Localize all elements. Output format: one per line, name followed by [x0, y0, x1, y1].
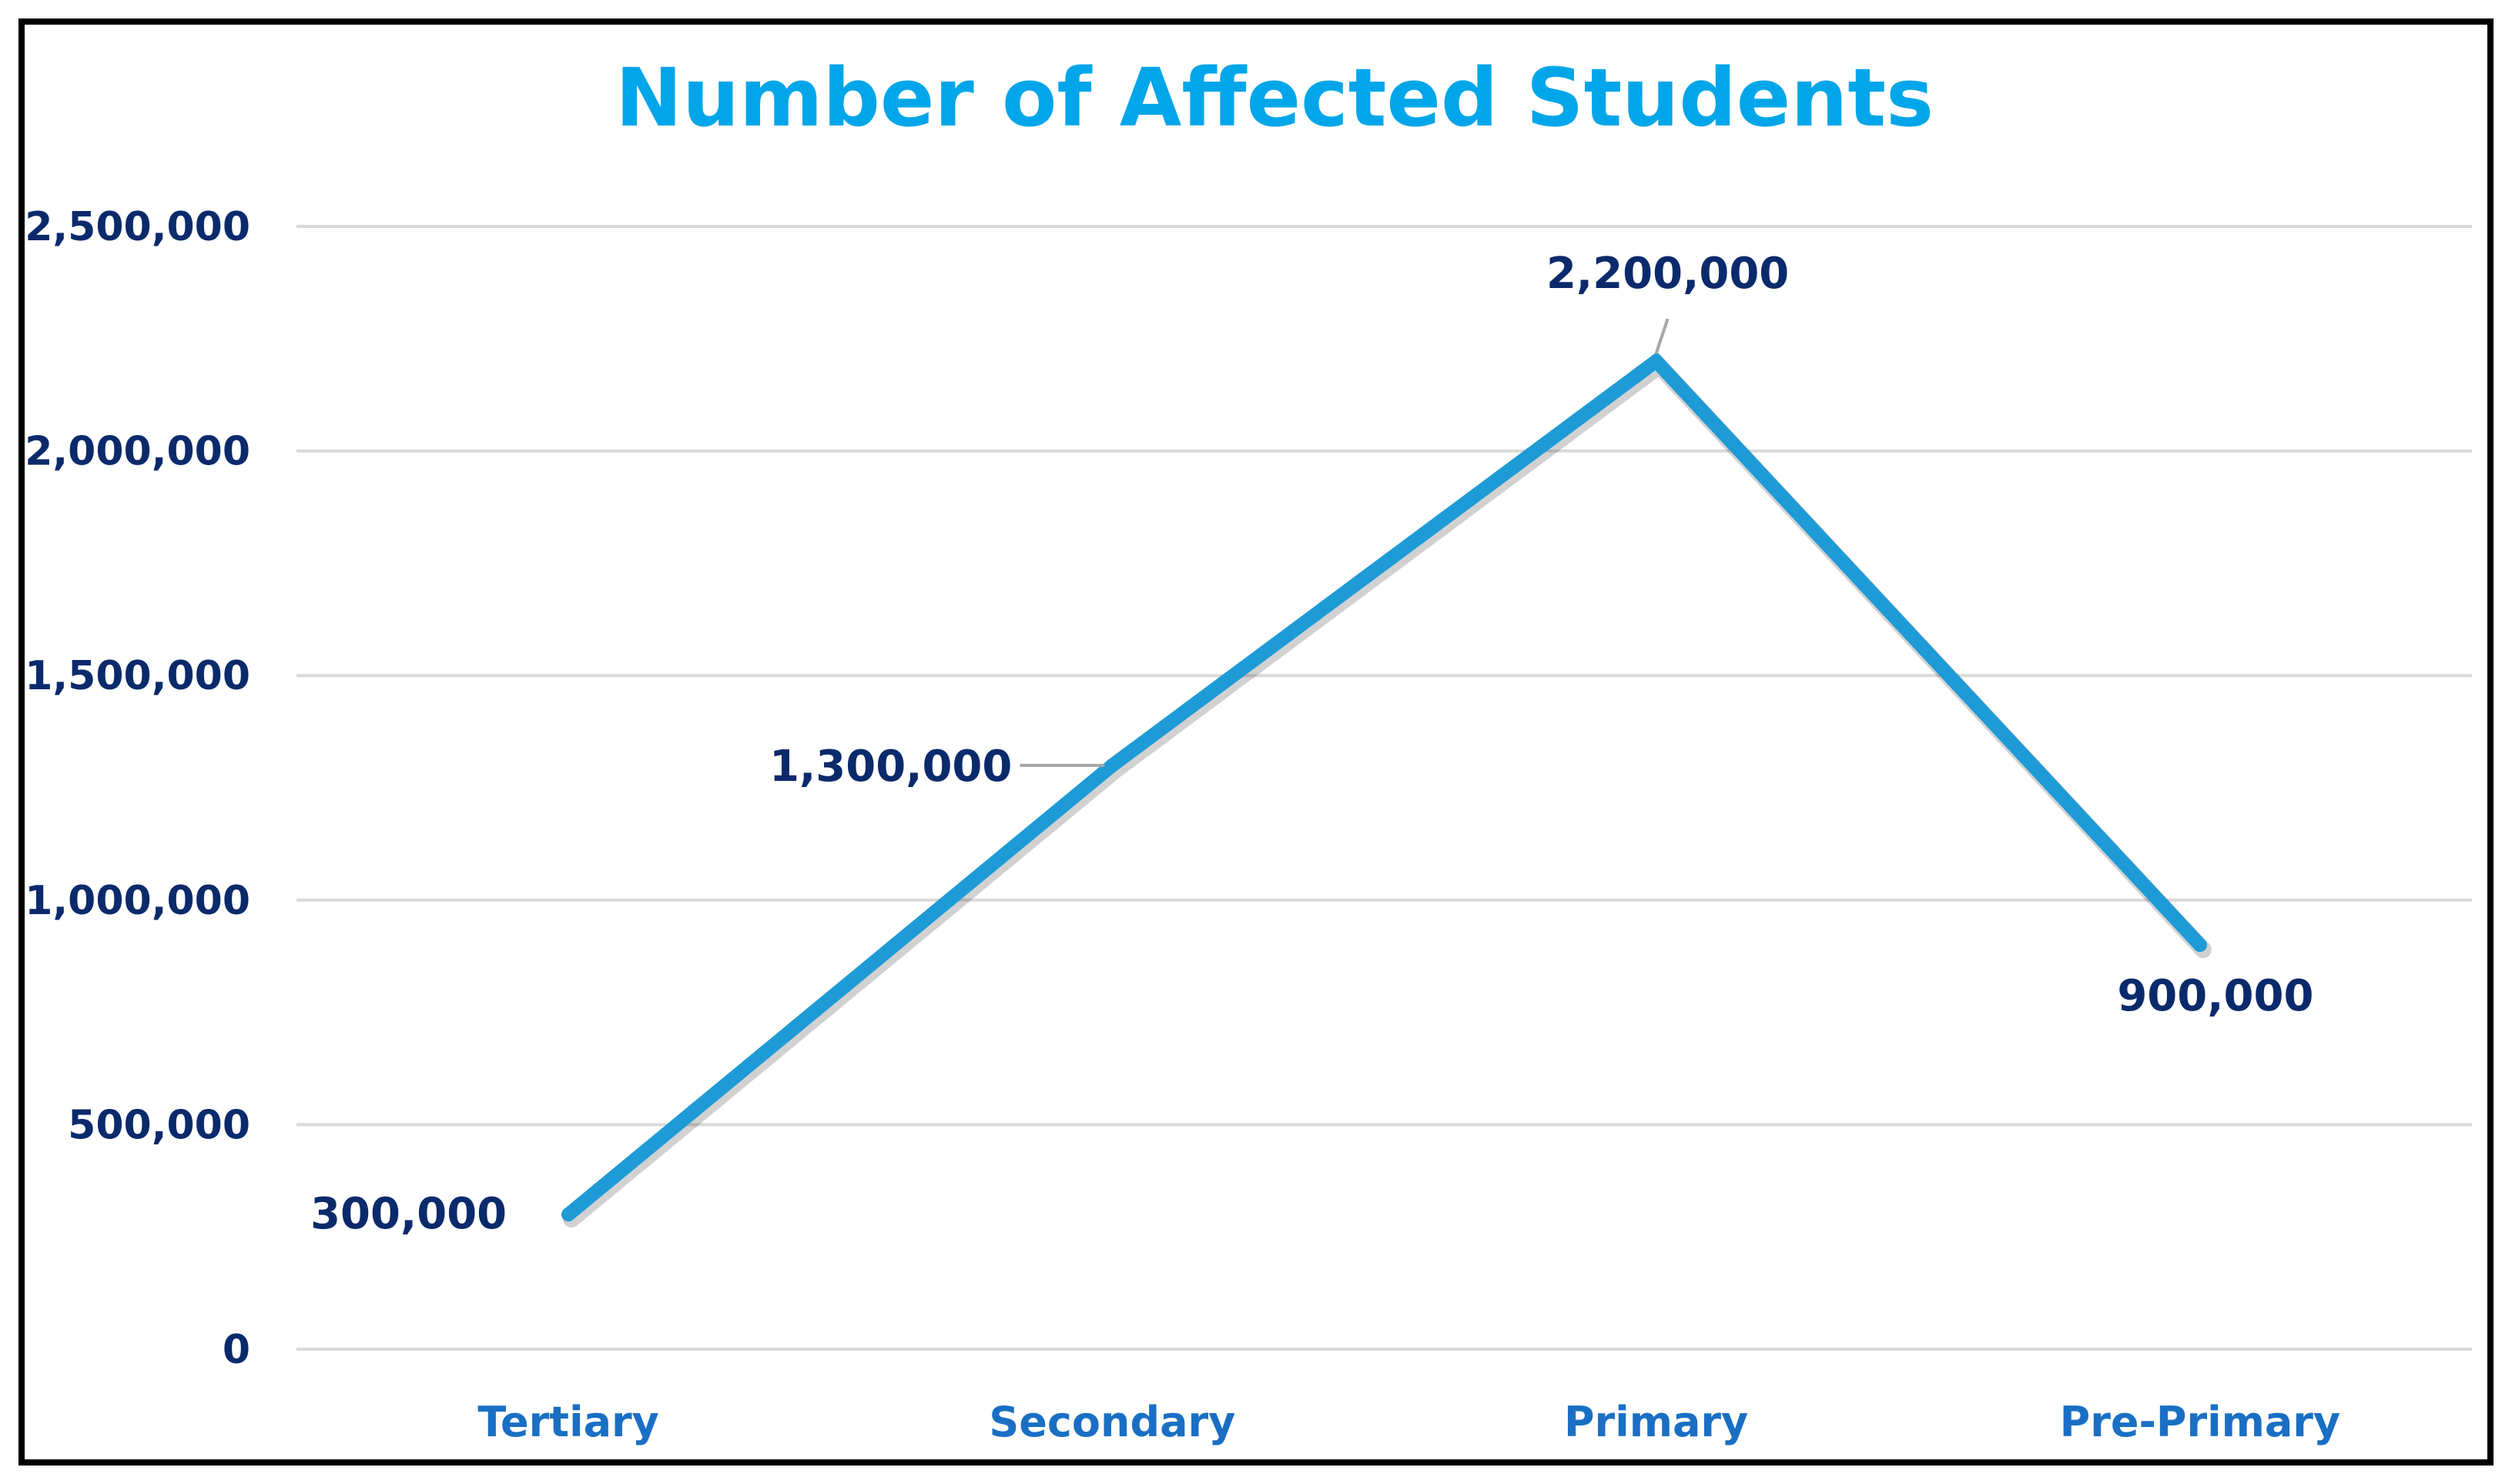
- series-line-shadow: [563, 354, 2212, 1228]
- chart-frame: [18, 18, 2494, 1466]
- y-tick-label: 500,000: [68, 1102, 250, 1148]
- data-point: [2192, 938, 2207, 953]
- y-tick-label: 0: [223, 1327, 250, 1373]
- series-line-group: [561, 351, 2212, 1228]
- y-axis-tick-labels: 0 500,000 1,000,000 1,500,000 2,000,000 2,500…: [25, 204, 250, 1373]
- x-tick-label: Primary: [1564, 1398, 1748, 1446]
- y-tick-label: 1,000,000: [25, 878, 250, 924]
- data-label-leaders: [1020, 318, 1670, 767]
- data-label: 900,000: [2117, 971, 2313, 1021]
- data-labels: 300,000 1,300,000 2,200,000 900,000: [310, 249, 2313, 1239]
- x-tick-label: Pre-Primary: [2060, 1398, 2341, 1446]
- chart-title: Number of Affected Students: [615, 51, 1934, 145]
- y-tick-label: 2,000,000: [25, 429, 250, 475]
- data-label-leader: [1654, 318, 1670, 354]
- y-tick-label: 2,500,000: [25, 204, 250, 250]
- data-point: [1105, 758, 1120, 772]
- x-axis-tick-labels: Tertiary Secondary Primary Pre-Primary: [477, 1398, 2340, 1446]
- gridlines: [296, 225, 2472, 1351]
- x-tick-label: Secondary: [989, 1398, 1235, 1446]
- x-tick-label: Tertiary: [477, 1398, 659, 1446]
- y-tick-label: 1,500,000: [25, 653, 250, 699]
- data-point: [1649, 353, 1663, 368]
- data-label: 2,200,000: [1546, 249, 1789, 299]
- data-label: 1,300,000: [769, 742, 1012, 792]
- series-line: [561, 351, 2207, 1222]
- data-label: 300,000: [310, 1189, 507, 1239]
- data-point: [561, 1208, 576, 1222]
